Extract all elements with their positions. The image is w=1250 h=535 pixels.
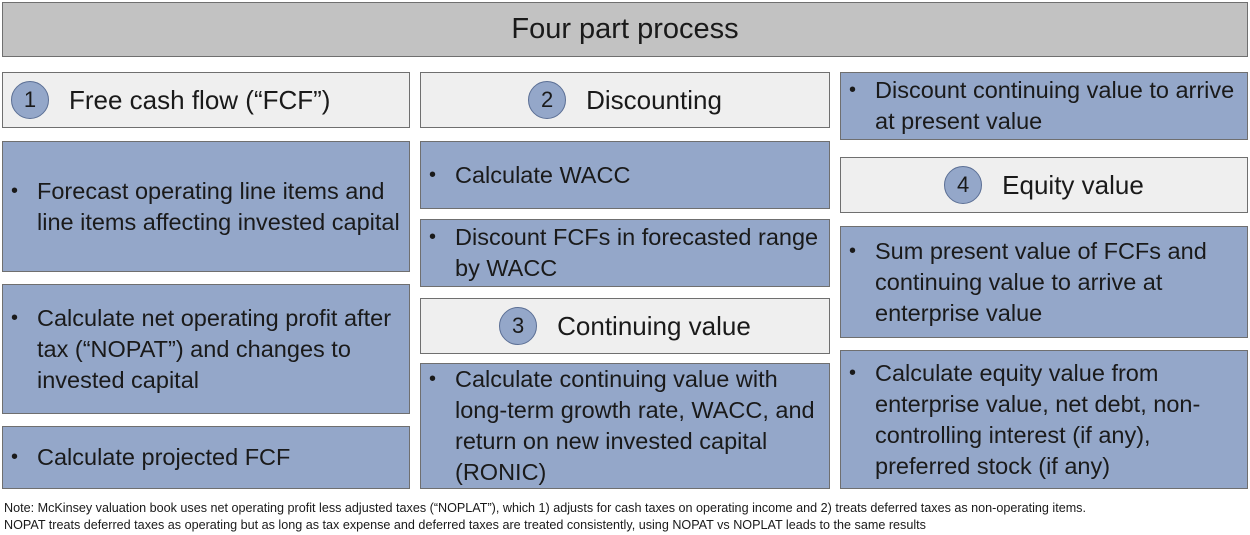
bullet-marker: • [429, 368, 437, 390]
box-sum-pv: • Sum present value of FCFs and continui… [840, 226, 1248, 338]
step-number-1: 1 [11, 81, 49, 119]
title-text: Four part process [511, 13, 739, 45]
bullet-text-discount-fcfs: Discount FCFs in forecasted range by WAC… [455, 224, 819, 281]
box-forecast: • Forecast operating line items and line… [2, 141, 410, 272]
bullet-marker: • [429, 163, 437, 186]
header-continuing-value: 3 Continuing value [420, 298, 830, 354]
header-label-fcf: Free cash flow (“FCF”) [69, 84, 331, 115]
bullet-text-sum-pv: Sum present value of FCFs and continuing… [875, 237, 1207, 326]
header-label-equity: Equity value [1002, 169, 1144, 200]
header-free-cash-flow: 1 Free cash flow (“FCF”) [2, 72, 410, 128]
bullet-text-nopat: Calculate net operating profit after tax… [37, 304, 392, 393]
bullet-marker: • [11, 306, 19, 329]
bullet-text-cv-calc: Calculate continuing value with long-ter… [455, 366, 815, 485]
box-nopat: • Calculate net operating profit after t… [2, 284, 410, 414]
footnote: Note: McKinsey valuation book uses net o… [4, 500, 1248, 534]
footnote-line-1: Note: McKinsey valuation book uses net o… [4, 501, 1086, 515]
header-discounting: 2 Discounting [420, 72, 830, 128]
box-wacc: • Calculate WACC [420, 141, 830, 209]
step-number-4: 4 [944, 166, 983, 204]
bullet-marker: • [11, 179, 19, 202]
bullet-text-discount-cv: Discount continuing value to arrive at p… [875, 77, 1235, 134]
box-projected-fcf: • Calculate projected FCF [2, 426, 410, 489]
header-label-discounting: Discounting [586, 84, 722, 115]
bullet-text-projected-fcf: Calculate projected FCF [37, 444, 291, 470]
bullet-marker: • [11, 446, 19, 468]
bullet-marker: • [849, 239, 857, 262]
box-continuing-value-calc: • Calculate continuing value with long-t… [420, 363, 830, 489]
bullet-marker: • [849, 361, 857, 384]
header-label-continuing: Continuing value [557, 310, 751, 341]
bullet-text-equity-calc: Calculate equity value from enterprise v… [875, 359, 1201, 479]
header-equity-value: 4 Equity value [840, 157, 1248, 213]
box-discount-cv: • Discount continuing value to arrive at… [840, 72, 1248, 140]
box-discount-fcfs: • Discount FCFs in forecasted range by W… [420, 219, 830, 287]
bullet-text-wacc: Calculate WACC [455, 161, 631, 188]
box-equity-calc: • Calculate equity value from enterprise… [840, 350, 1248, 489]
bullet-text-forecast: Forecast operating line items and line i… [37, 177, 400, 235]
bullet-marker: • [849, 79, 857, 101]
step-number-3: 3 [499, 307, 538, 345]
step-number-2: 2 [528, 81, 567, 119]
bullet-marker: • [429, 226, 437, 248]
page-title: Four part process [2, 2, 1248, 57]
footnote-line-2: NOPAT treats deferred taxes as operating… [4, 518, 926, 532]
